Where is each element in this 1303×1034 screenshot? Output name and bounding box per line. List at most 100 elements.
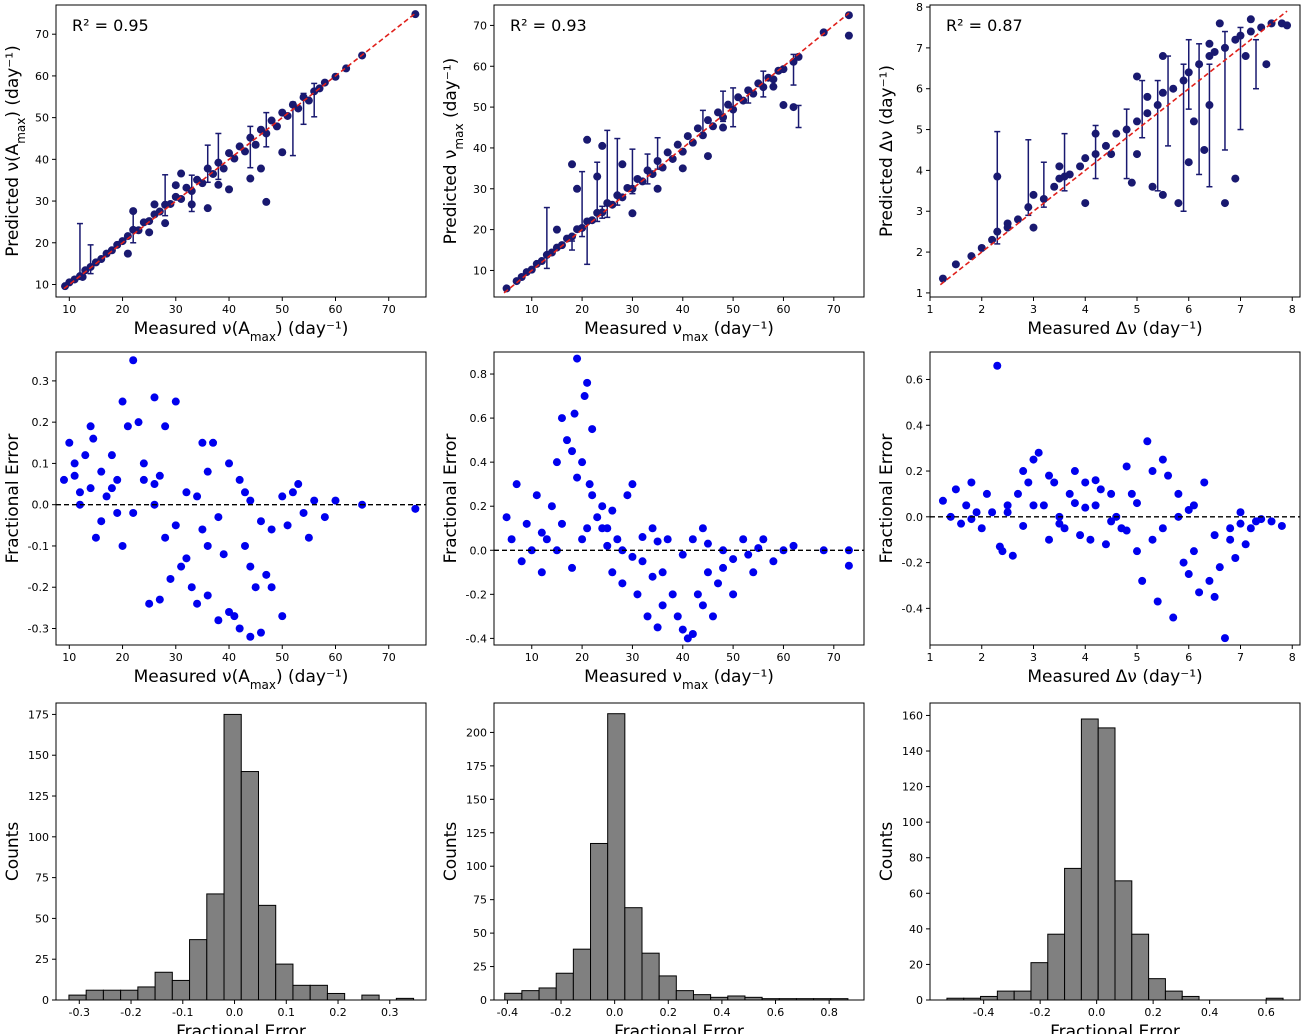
scatter-point [1158, 190, 1167, 199]
scatter-point [729, 590, 738, 599]
scatter-point [1107, 489, 1116, 498]
scatter-point [1148, 467, 1157, 476]
scatter-point [118, 397, 127, 406]
x-tick-label: -0.2 [550, 1006, 571, 1019]
scatter-point [967, 478, 976, 487]
dnu-histogram-marks [946, 718, 1284, 1000]
scatter-point [225, 149, 234, 158]
scatter-point [1184, 68, 1193, 77]
scatter-point [789, 103, 798, 112]
scatter-point [150, 393, 159, 402]
scatter-point [1029, 455, 1038, 464]
y-tick-label: 2 [916, 246, 923, 259]
scatter-point [593, 513, 602, 522]
scatter-point [938, 496, 947, 505]
scatter-point [1231, 174, 1240, 183]
y-tick-label: 0.6 [906, 373, 924, 386]
scatter-point [1184, 158, 1193, 167]
scatter-point [1050, 478, 1059, 487]
y-axis-label: Predicted ν(Amax) (day⁻¹) [3, 45, 28, 256]
scatter-point [957, 519, 966, 528]
scatter-point [744, 550, 753, 559]
scatter-point [517, 272, 526, 281]
scatter-point [1081, 503, 1090, 512]
scatter-point [698, 131, 707, 140]
dnu-scatter-marks [938, 10, 1292, 286]
x-tick-label: 5 [1133, 651, 1140, 664]
scatter-point [240, 541, 249, 550]
scatter-point [1200, 478, 1209, 487]
scatter-point [1169, 613, 1178, 622]
scatter-point [267, 583, 276, 592]
scatter-point [653, 157, 662, 166]
scatter-point [1158, 455, 1167, 464]
scatter-point [113, 508, 122, 517]
scatter-point [568, 563, 577, 572]
scatter-point [1091, 501, 1100, 510]
scatter-point [1158, 52, 1167, 61]
scatter-point [1101, 540, 1110, 549]
y-tick-label: 60 [909, 887, 923, 900]
scatter-point [729, 105, 738, 114]
scatter-point [698, 524, 707, 533]
scatter-point [1050, 182, 1059, 191]
x-tick-label: 30 [169, 303, 183, 316]
scatter-point [982, 489, 991, 498]
scatter-point [537, 528, 546, 537]
scatter-point [411, 10, 420, 19]
scatter-point [225, 185, 234, 194]
scatter-point [193, 492, 202, 501]
x-tick-label: 40 [676, 651, 690, 664]
vmax-fractional-marks [494, 354, 864, 643]
y-tick-label: 0.1 [32, 457, 50, 470]
histogram-bar [1080, 718, 1099, 1000]
y-tick-label: 20 [35, 237, 49, 250]
axes-frame [55, 4, 427, 298]
scatter-point [1076, 531, 1085, 540]
x-tick-label: 0.3 [381, 1006, 399, 1019]
y-tick-label: 60 [473, 60, 487, 73]
scatter-point [81, 451, 90, 460]
scatter-point [1210, 592, 1219, 601]
scatter-point [653, 184, 662, 193]
histogram-bar [1064, 867, 1082, 1000]
histogram-bar [504, 992, 523, 1000]
y-tick-label: 8 [916, 1, 923, 14]
scatter-point [1132, 150, 1141, 159]
scatter-point [1132, 117, 1141, 126]
x-tick-label: 3 [1030, 651, 1037, 664]
histogram-bar [1181, 995, 1200, 1000]
scatter-point [123, 232, 132, 241]
histogram-bar [85, 989, 104, 1000]
x-tick-label: 8 [1289, 303, 1296, 316]
scatter-point [618, 579, 627, 588]
y-tick-label: 50 [473, 927, 487, 940]
scatter-point [235, 624, 244, 633]
scatter-point [129, 356, 138, 365]
scatter-point [749, 89, 758, 98]
scatter-point [789, 541, 798, 550]
histogram-bar [607, 713, 626, 1000]
x-tick-label: 1 [927, 651, 934, 664]
x-tick-label: 60 [328, 651, 342, 664]
scatter-point [633, 590, 642, 599]
y-tick-label: 5 [916, 124, 923, 137]
scatter-point [573, 473, 582, 482]
y-tick-label: -0.2 [902, 557, 923, 570]
y-tick-label: 125 [28, 790, 49, 803]
scatter-point [1101, 141, 1110, 150]
scatter-point [1112, 129, 1121, 138]
scatter-point [769, 75, 778, 84]
y-tick-label: 1 [916, 287, 923, 300]
y-tick-label: -0.4 [902, 602, 923, 615]
scatter-point [1065, 489, 1074, 498]
y-tick-label: 75 [473, 894, 487, 907]
y-tick-label: 70 [473, 19, 487, 32]
scatter-point [562, 436, 571, 445]
scatter-point [993, 172, 1002, 181]
y-tick-label: 140 [902, 745, 923, 758]
scatter-point [1070, 467, 1079, 476]
scatter-point [1148, 182, 1157, 191]
x-tick-label: 0.4 [1201, 1006, 1219, 1019]
scatter-point [693, 124, 702, 133]
